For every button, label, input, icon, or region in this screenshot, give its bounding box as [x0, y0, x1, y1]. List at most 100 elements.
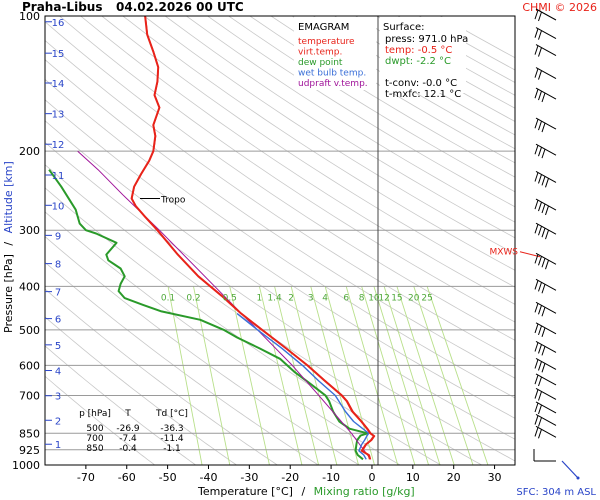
y-axis-label: Pressure [hPa] / Altitude [km] [2, 161, 15, 333]
mixing-ratio-line [426, 286, 489, 465]
wind-staff [535, 252, 557, 265]
wind-feather [538, 90, 542, 101]
altitude-tick-label: 4 [55, 367, 61, 378]
wind-feather [538, 404, 542, 415]
mixing-ratio-line [310, 286, 359, 465]
tropopause-label: Tropo [160, 196, 186, 206]
altitude-tick-label: 9 [55, 231, 61, 242]
table-cell: -0.4 [119, 444, 137, 454]
mixing-ratio-tick-label: 0.2 [186, 293, 200, 303]
surface-wind [561, 460, 580, 480]
wind-feather [534, 374, 539, 385]
dry-adiabat [59, 16, 515, 323]
wind-feather [534, 224, 539, 234]
table-cell: 850 [86, 444, 103, 454]
wind-staff [535, 87, 557, 100]
mixing-ratio-line [413, 286, 474, 465]
wind-staff [535, 414, 557, 426]
wind-barb [534, 373, 557, 387]
wind-feather [534, 45, 539, 55]
surface-line: temp: -0.5 °C [385, 45, 452, 56]
temperature-tick-label: -10 [322, 471, 340, 484]
mixing-ratio-tick-label: 0.5 [223, 293, 237, 303]
altitude-tick-label: 1 [55, 440, 61, 451]
wind-feather [541, 346, 546, 356]
mixing-ratio-tick-label: 0.1 [161, 293, 175, 303]
pressure-tick-label: 700 [19, 389, 40, 402]
wind-feather [534, 119, 539, 129]
temperature-tick-label: -20 [281, 471, 299, 484]
wind-barb [534, 87, 557, 103]
wind-feather [538, 376, 542, 387]
temperature-tick-label: -50 [159, 471, 177, 484]
dry-adiabat [45, 39, 515, 360]
mixing-ratio-line [396, 286, 455, 465]
altitude-tick-label: 2 [55, 416, 61, 427]
wind-staff [535, 278, 557, 291]
wind-feather [545, 260, 549, 270]
mixing-ratio-tick-label: 25 [421, 293, 432, 303]
dry-adiabat [207, 16, 515, 208]
mixing-ratio-line [193, 286, 231, 465]
mixing-ratio-tick-label: 1.4 [267, 293, 282, 303]
wind-staff [535, 301, 557, 314]
wind-barb [534, 44, 557, 57]
mixing-ratio-line [258, 286, 303, 465]
table-cell: 500 [86, 424, 103, 434]
temperature-tick-label: 30 [488, 471, 502, 484]
pressure-tick-label: 925 [19, 444, 40, 457]
mixing-ratio-line [324, 286, 375, 465]
pressure-tick-label: 500 [19, 324, 40, 337]
mixing-ratio-tick-label: 1 [257, 293, 263, 303]
mixing-ratio-line [373, 286, 430, 465]
table-cell: -36.3 [160, 424, 183, 434]
wind-feather [538, 47, 542, 57]
table-cell: 700 [86, 434, 103, 444]
wind-feather [534, 9, 539, 20]
temperature-tick-label: -60 [118, 471, 136, 484]
wind-feather [541, 363, 546, 373]
wind-barb [534, 117, 557, 133]
altitude-tick-label: 3 [55, 392, 61, 403]
wind-feather [538, 70, 542, 80]
altitude-tick-label: 16 [52, 18, 65, 29]
wind-feather [534, 427, 539, 437]
wind-barb [534, 8, 557, 22]
mixing-ratio-tick-label: 2 [288, 293, 294, 303]
tropopause-marker: Tropo [140, 196, 186, 206]
wind-feather [534, 303, 539, 313]
legend-item-label: dew point [298, 58, 343, 68]
altitude-tick-label: 14 [52, 79, 65, 90]
wind-staff [535, 425, 557, 438]
wind-feather [541, 327, 546, 337]
wind-feather [545, 205, 549, 216]
wind-barb [534, 340, 557, 356]
wind-feather [538, 226, 542, 236]
dry-adiabat [186, 16, 515, 223]
y-axis-separator: / [2, 242, 15, 246]
pressure-tick-label: 1000 [12, 459, 40, 472]
altitude-tick-label: 13 [52, 110, 65, 121]
wind-staff [535, 388, 557, 400]
wind-barb [534, 67, 557, 80]
wind-barb [533, 449, 556, 462]
wind-feather [534, 89, 539, 99]
altitude-tick-label: 7 [55, 288, 61, 299]
wind-staff [535, 373, 557, 386]
wind-barb [534, 252, 557, 270]
surface-line: press: 971.0 hPa [385, 34, 468, 45]
pressure-tick-label: 200 [19, 145, 40, 158]
wind-feather [541, 307, 546, 317]
series-udpraft-v-temp [77, 150, 372, 460]
mxws-line [519, 251, 541, 258]
wind-staff [535, 401, 557, 414]
dry-adiabat [80, 16, 515, 305]
wind-feather [534, 415, 539, 425]
surface-line: t-conv: -0.0 °C [385, 78, 457, 89]
wind-feather [538, 174, 542, 184]
wind-feather [545, 229, 549, 240]
wind-feather [534, 402, 539, 413]
mixing-ratio-tick-label: 4 [322, 293, 328, 303]
